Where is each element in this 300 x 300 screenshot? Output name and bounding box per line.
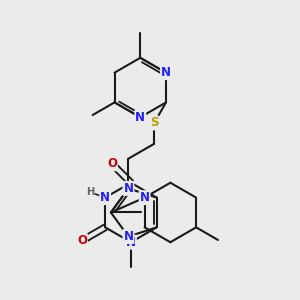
Text: O: O: [77, 234, 87, 247]
Text: N: N: [100, 191, 110, 204]
Text: N: N: [126, 236, 136, 249]
Text: N: N: [123, 230, 134, 243]
Text: O: O: [107, 157, 117, 170]
Text: N: N: [140, 191, 150, 204]
Text: H: H: [86, 187, 94, 197]
Text: N: N: [135, 111, 145, 124]
Text: N: N: [123, 182, 134, 195]
Text: S: S: [150, 116, 158, 130]
Text: N: N: [161, 66, 171, 79]
